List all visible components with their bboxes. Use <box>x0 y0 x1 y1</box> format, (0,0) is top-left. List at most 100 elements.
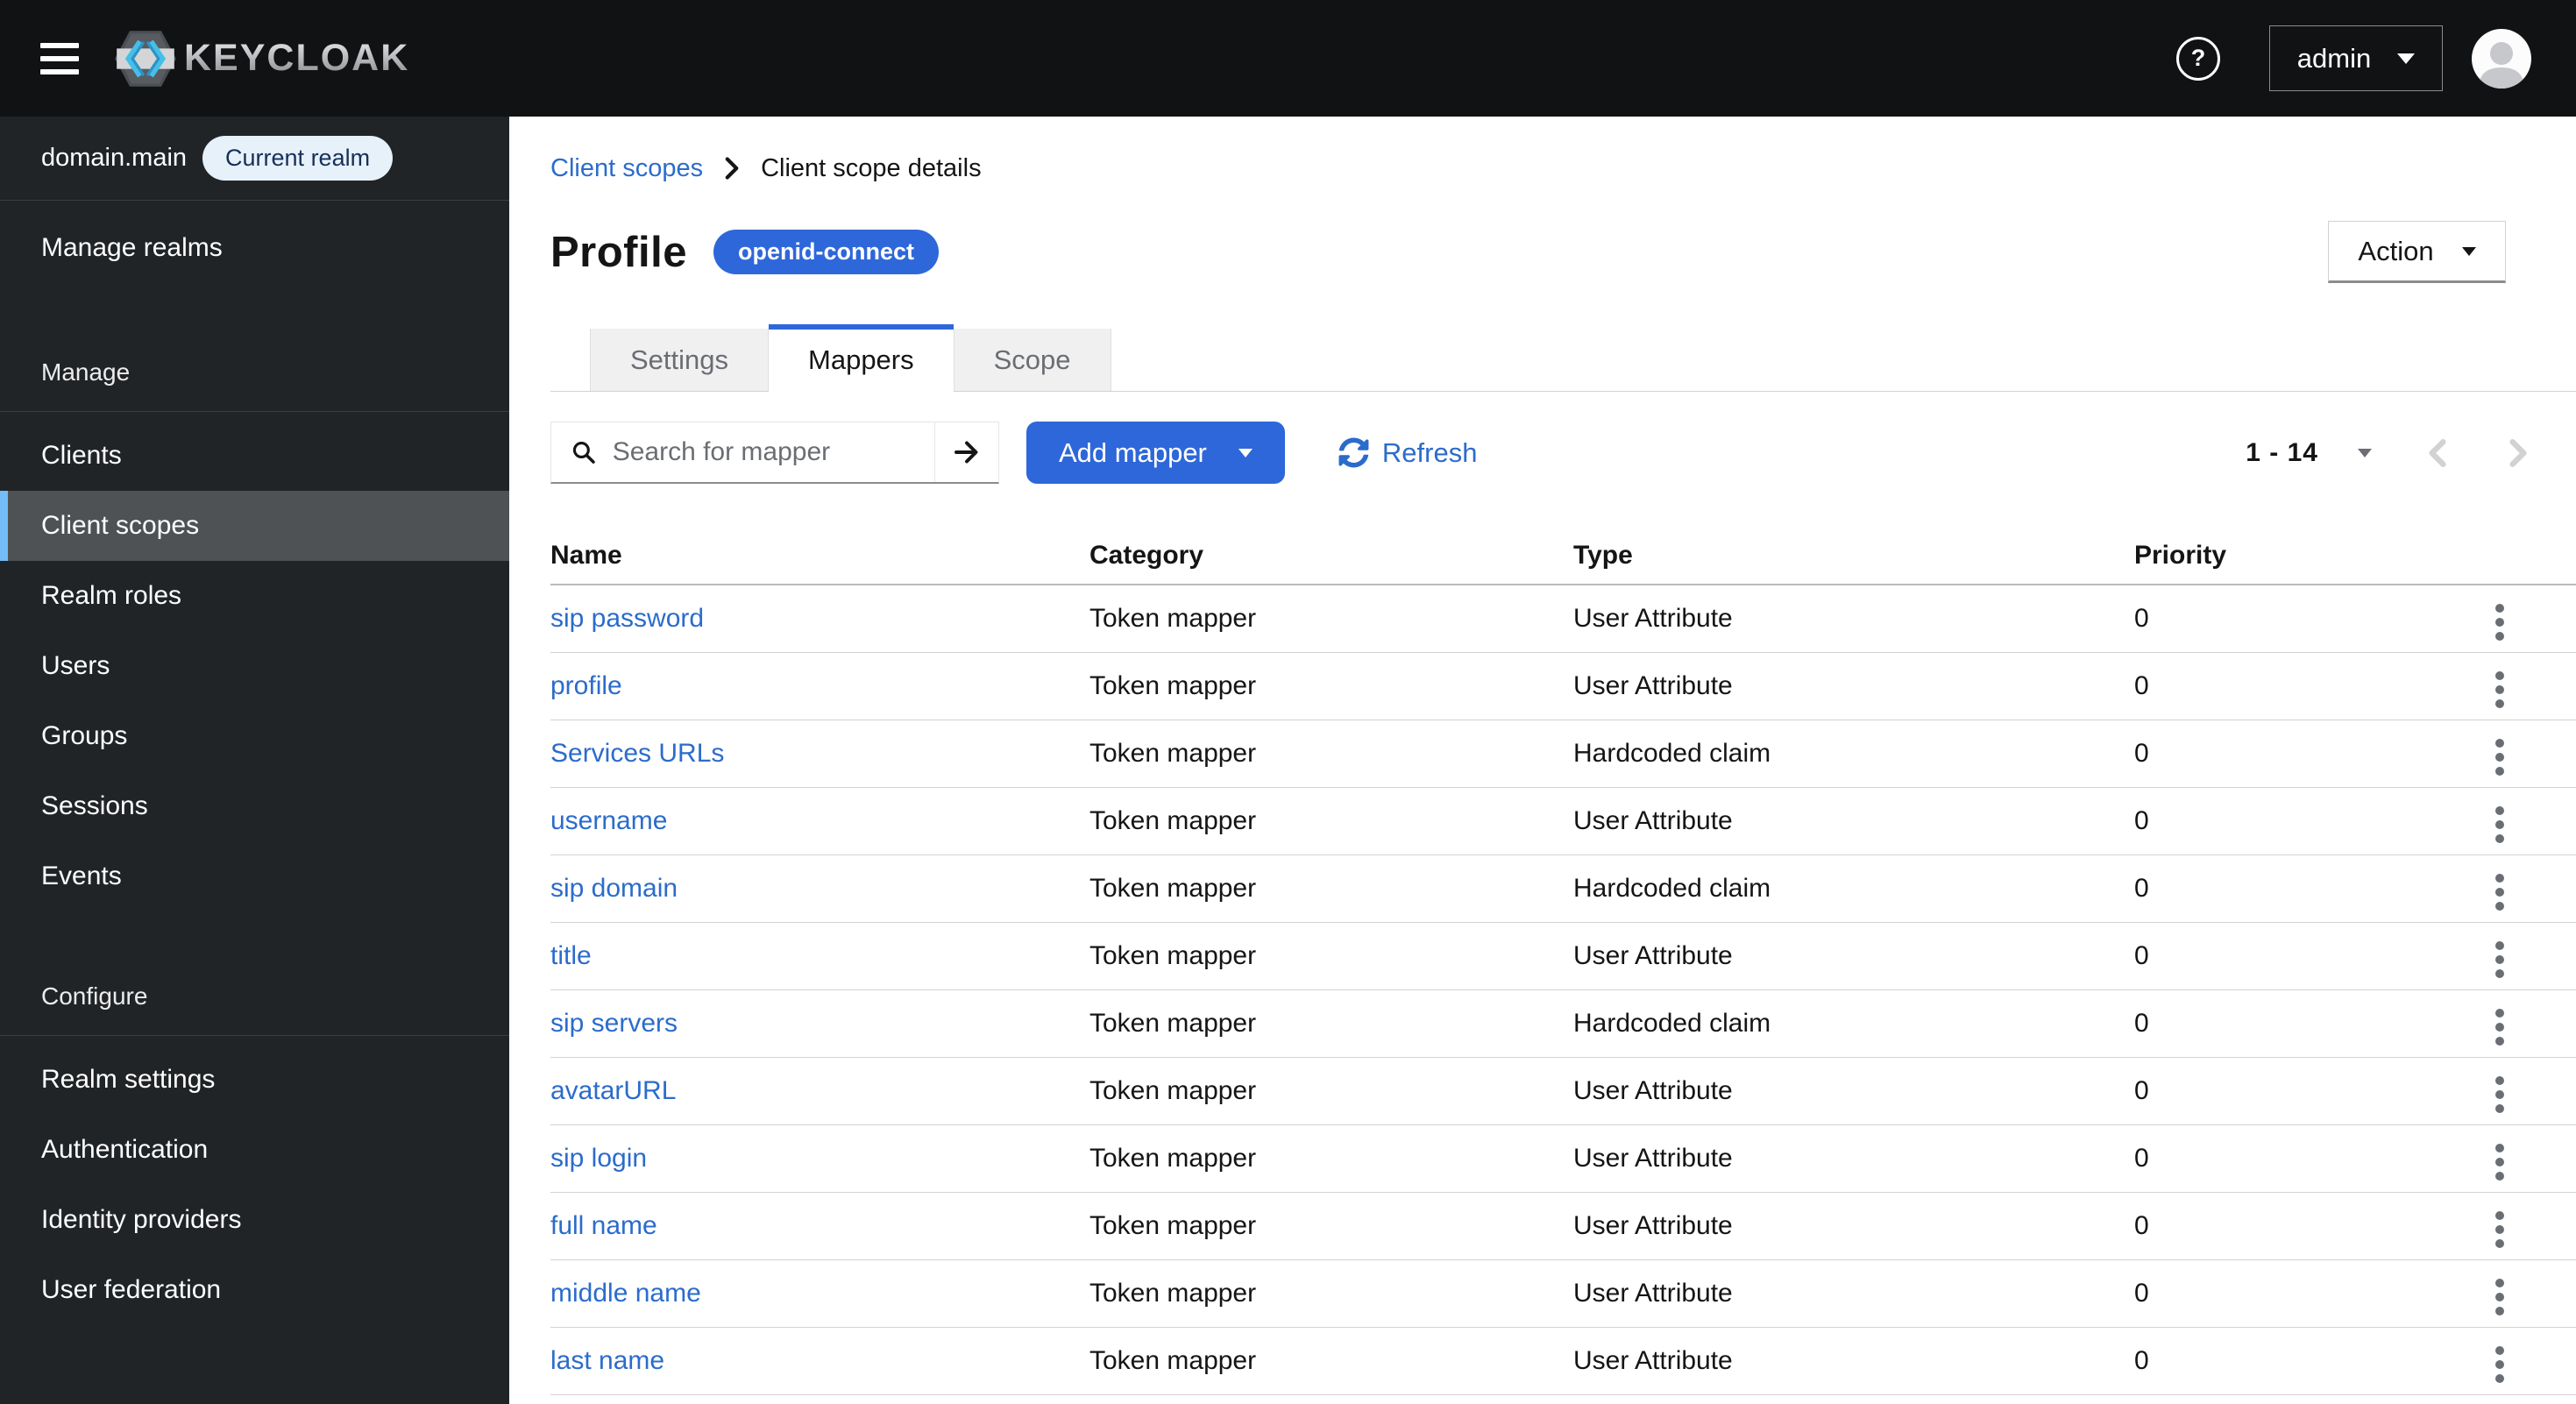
prev-page-button[interactable] <box>2423 438 2452 468</box>
search-input-wrap <box>551 422 934 482</box>
kebab-menu-button[interactable] <box>2478 934 2522 985</box>
app-header: KEYCLOAK ? admin <box>0 0 2576 117</box>
sidebar-item-groups[interactable]: Groups <box>41 721 128 750</box>
mapper-link-middle-name[interactable]: middle name <box>550 1279 701 1308</box>
nav-section-label-manage: Manage <box>41 358 131 386</box>
cell-priority: 0 <box>2134 1259 2423 1328</box>
search-input[interactable] <box>610 436 915 468</box>
sidebar-item-events[interactable]: Events <box>41 862 122 890</box>
cell-name: sip domain <box>550 854 1089 923</box>
title-row: Profile openid-connect Action <box>550 221 2576 283</box>
next-page-button[interactable] <box>2503 438 2533 468</box>
mapper-link-sip-domain[interactable]: sip domain <box>550 874 678 903</box>
mapper-link-last-name[interactable]: last name <box>550 1346 665 1375</box>
refresh-button[interactable]: Refresh <box>1338 436 1478 469</box>
cell-priority: 0 <box>2134 585 2423 653</box>
cell-type: Hardcoded claim <box>1573 854 2134 923</box>
kebab-menu-button[interactable] <box>2478 1272 2522 1322</box>
cell-actions <box>2423 1259 2576 1328</box>
chevron-right-icon <box>2509 438 2527 467</box>
add-mapper-button[interactable]: Add mapper <box>1026 422 1285 484</box>
cell-type: User Attribute <box>1573 1192 2134 1260</box>
chevron-down-icon <box>2397 53 2416 64</box>
mappers-table: Name Category Type Priority sip password Tok… <box>550 527 2576 1395</box>
avatar[interactable] <box>2472 28 2531 89</box>
cell-category: Token mapper <box>1089 585 1573 653</box>
table-row: avatarURL Token mapper User Attribute 0 <box>550 1057 2576 1125</box>
kebab-menu-button[interactable] <box>2478 664 2522 715</box>
user-menu-button[interactable]: admin <box>2269 25 2443 91</box>
realm-selector[interactable]: domain.main Current realm <box>0 117 509 201</box>
table-row: username Token mapper User Attribute 0 <box>550 787 2576 855</box>
kebab-menu-button[interactable] <box>2478 799 2522 850</box>
sidebar-item-manage-realms[interactable]: Manage realms <box>41 233 223 262</box>
action-dropdown-button[interactable]: Action <box>2328 221 2506 283</box>
mapper-link-sip-login[interactable]: sip login <box>550 1144 648 1173</box>
search-submit-button[interactable] <box>934 422 998 482</box>
tab-mappers[interactable]: Mappers <box>769 324 954 392</box>
mapper-link-sip-servers[interactable]: sip servers <box>550 1009 678 1038</box>
cell-category: Token mapper <box>1089 787 1573 855</box>
sidebar-item-identity-providers[interactable]: Identity providers <box>41 1205 242 1234</box>
sidebar-item-realm-settings[interactable]: Realm settings <box>41 1065 216 1094</box>
cell-category: Token mapper <box>1089 1057 1573 1125</box>
cell-name: last name <box>550 1327 1089 1395</box>
table-row: sip domain Token mapper Hardcoded claim 0 <box>550 854 2576 923</box>
cell-priority: 0 <box>2134 989 2423 1058</box>
cell-priority: 0 <box>2134 720 2423 788</box>
tab-bar: Settings Mappers Scope <box>550 324 2576 392</box>
keycloak-logo: KEYCLOAK <box>114 30 409 88</box>
kebab-menu-button[interactable] <box>2478 1002 2522 1053</box>
kebab-menu-button[interactable] <box>2478 1339 2522 1390</box>
kebab-menu-button[interactable] <box>2478 1204 2522 1255</box>
person-icon <box>2479 41 2524 89</box>
cell-actions <box>2423 652 2576 720</box>
cell-actions <box>2423 922 2576 990</box>
pagination-range: 1 - 14 <box>2246 437 2318 467</box>
kebab-menu-button[interactable] <box>2478 732 2522 783</box>
cell-category: Token mapper <box>1089 1192 1573 1260</box>
kebab-menu-button[interactable] <box>2478 1069 2522 1120</box>
sidebar-item-user-federation[interactable]: User federation <box>41 1275 222 1304</box>
chevron-down-icon <box>2358 448 2372 457</box>
sidebar-item-sessions[interactable]: Sessions <box>41 791 148 820</box>
tab-settings[interactable]: Settings <box>590 329 770 391</box>
sidebar-item-users[interactable]: Users <box>41 651 110 680</box>
search-icon <box>572 442 595 464</box>
mapper-link-services-urls[interactable]: Services URLs <box>550 739 725 768</box>
table-row: last name Token mapper User Attribute 0 <box>550 1327 2576 1395</box>
breadcrumb-link-client-scopes[interactable]: Client scopes <box>550 154 704 182</box>
sidebar-item-realm-roles[interactable]: Realm roles <box>41 581 182 610</box>
cell-priority: 0 <box>2134 1124 2423 1193</box>
per-page-dropdown[interactable] <box>2358 448 2372 457</box>
cell-priority: 0 <box>2134 1057 2423 1125</box>
kebab-menu-button[interactable] <box>2478 867 2522 918</box>
column-header-name: Name <box>550 527 1089 585</box>
mapper-link-title[interactable]: title <box>550 941 592 970</box>
sidebar-item-client-scopes[interactable]: Client scopes <box>0 491 509 561</box>
kebab-menu-button[interactable] <box>2478 1137 2522 1188</box>
tab-scope[interactable]: Scope <box>953 329 1111 391</box>
refresh-label: Refresh <box>1381 436 1478 468</box>
sidebar-item-clients[interactable]: Clients <box>41 441 122 470</box>
cell-category: Token mapper <box>1089 720 1573 788</box>
mapper-link-username[interactable]: username <box>550 806 668 835</box>
cell-name: sip password <box>550 585 1089 653</box>
mapper-link-profile[interactable]: profile <box>550 671 622 700</box>
help-button[interactable]: ? <box>2176 36 2220 81</box>
kebab-menu-button[interactable] <box>2478 597 2522 648</box>
cell-actions <box>2423 720 2576 788</box>
mapper-link-avatarurl[interactable]: avatarURL <box>550 1076 677 1105</box>
cell-actions <box>2423 854 2576 923</box>
sidebar-item-authentication[interactable]: Authentication <box>41 1135 209 1164</box>
chevron-down-icon <box>1238 448 1253 457</box>
arrow-right-icon <box>954 441 978 464</box>
mapper-link-sip-password[interactable]: sip password <box>550 604 705 633</box>
sidebar-nav-sections: Manage Clients Client scopes Realm roles Use… <box>0 346 509 1325</box>
mapper-link-full-name[interactable]: full name <box>550 1211 657 1240</box>
chevron-left-icon <box>2429 438 2446 467</box>
menu-toggle-button[interactable] <box>40 42 79 74</box>
cell-type: Hardcoded claim <box>1573 989 2134 1058</box>
cell-name: username <box>550 787 1089 855</box>
cell-category: Token mapper <box>1089 1327 1573 1395</box>
